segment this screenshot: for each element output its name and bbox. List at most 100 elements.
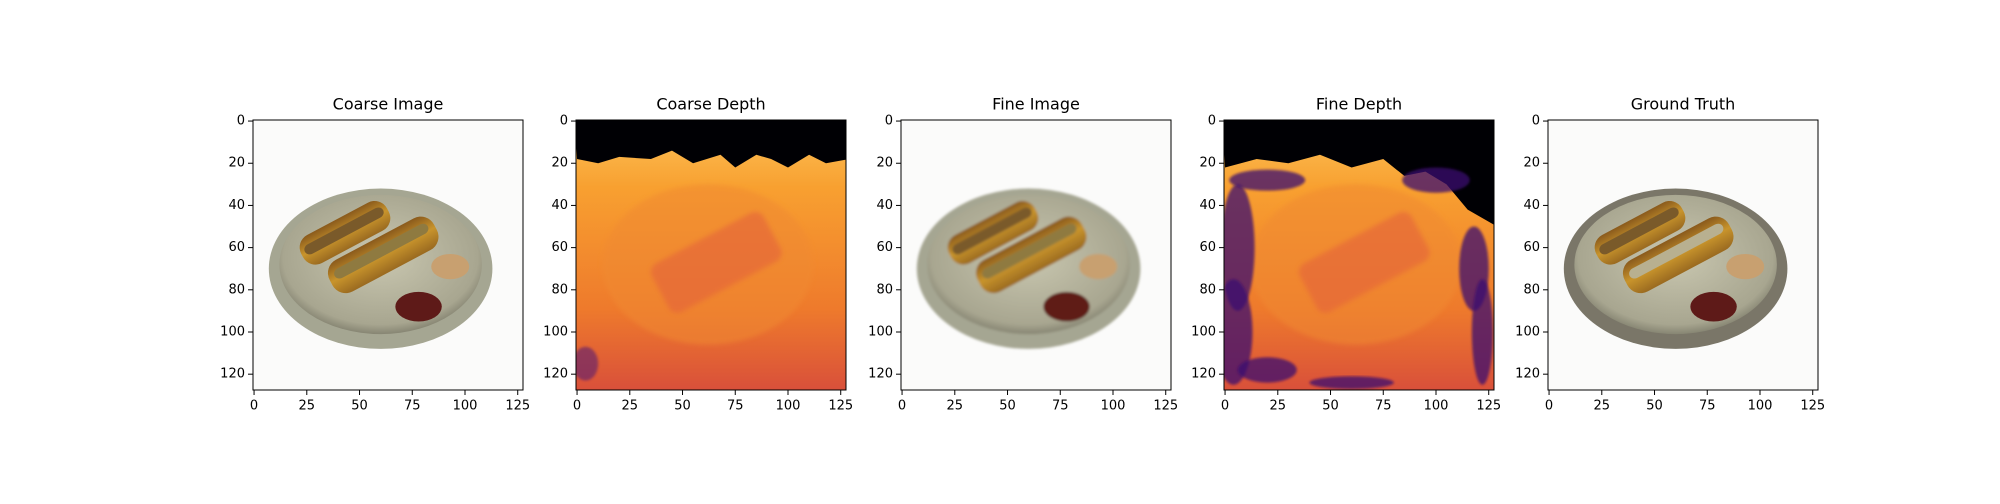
x-tick-label: 0 [1221,399,1229,414]
y-tick-label: 100 [220,324,245,339]
y-tick-label: 40 [876,198,893,213]
x-tick-label: 100 [1101,399,1126,414]
x-tick-label: 0 [573,399,581,414]
x-tick-label: 50 [1322,399,1339,414]
y-tick-label: 20 [1523,156,1540,171]
subplot: Fine Depth 0 25 50 75 100 125 0 20 40 60 80 100 120 [1191,95,1501,414]
y-tick-label: 80 [1199,282,1216,297]
depth-noise [1224,279,1253,385]
x-tick-label: 50 [674,399,691,414]
x-tick-label: 100 [1424,399,1449,414]
x-tick-label: 75 [1052,399,1069,414]
subplot-title: Fine Image [992,95,1080,114]
image [1548,120,1818,390]
axes-frame [1547,119,1819,391]
subplot-title: Ground Truth [1631,95,1736,114]
x-tick-label: 100 [1748,399,1773,414]
y-tick-label: 120 [868,367,893,382]
depth-noise [1309,376,1394,389]
x-tick-label: 125 [828,399,853,414]
y-tick-label: 100 [543,324,568,339]
x-tick-label: 25 [1594,399,1611,414]
x-tick-label: 50 [1646,399,1663,414]
y-tick-label: 120 [543,367,568,382]
sausage [334,223,429,279]
subplot: Fine Image 0 25 50 75 100 125 0 20 40 60 80 100 120 [868,95,1178,414]
y-tick-label: 0 [237,114,245,129]
x-tick-label: 25 [947,399,964,414]
ketchup [395,291,442,322]
x-tick-label: 125 [1153,399,1178,414]
axes-frame [252,119,524,391]
axes-frame [575,119,847,391]
depth-background [576,120,846,168]
y-tick-label: 0 [1208,114,1216,129]
x-tick-label: 125 [505,399,530,414]
y-tick-label: 0 [560,114,568,129]
sausage [1599,207,1679,255]
x-tick-label: 25 [1270,399,1287,414]
depth-food [651,211,782,313]
y-tick-label: 120 [1191,367,1216,382]
y-tick-label: 60 [1199,240,1216,255]
x-tick-label: 50 [351,399,368,414]
image [901,120,1171,390]
y-tick-label: 0 [885,114,893,129]
sausage [952,207,1032,255]
ketchup [1043,291,1090,322]
x-tick-label: 0 [1545,399,1553,414]
y-tick-label: 0 [1532,114,1540,129]
y-tick-label: 20 [876,156,893,171]
y-tick-label: 120 [220,367,245,382]
depth-noise [1237,357,1297,383]
x-tick-label: 75 [1699,399,1716,414]
y-tick-label: 40 [551,198,568,213]
image [253,120,523,390]
depth-food [1299,211,1430,313]
subplot-title: Coarse Image [333,95,444,114]
x-tick-label: 125 [1476,399,1501,414]
x-tick-label: 25 [622,399,639,414]
y-tick-label: 80 [551,282,568,297]
x-tick-label: 50 [999,399,1016,414]
depth-noise [1402,167,1470,193]
y-tick-label: 40 [228,198,245,213]
y-tick-label: 40 [1523,198,1540,213]
subplot: Coarse Depth 0 25 50 75 100 125 0 20 40 60 80 100 120 [543,95,853,414]
depth-noise [1229,169,1306,191]
axes-frame [1223,119,1495,391]
mustard [1726,253,1765,280]
scene [268,188,493,349]
y-tick-label: 60 [876,240,893,255]
y-tick-label: 120 [1515,367,1540,382]
axes-frame [900,119,1172,391]
x-tick-label: 100 [776,399,801,414]
y-tick-label: 60 [1523,240,1540,255]
mustard [1079,253,1118,280]
scene [1563,188,1788,349]
x-tick-label: 75 [727,399,744,414]
image [576,120,846,390]
y-tick-label: 80 [1523,282,1540,297]
y-tick-label: 100 [1191,324,1216,339]
x-tick-label: 75 [1375,399,1392,414]
depth-noise [1471,279,1493,385]
sausage [982,223,1077,279]
scene [916,188,1141,349]
x-tick-label: 0 [250,399,258,414]
subplot: Ground Truth 0 25 50 75 100 125 0 20 40 60 80 100 120 [1515,95,1825,414]
y-tick-label: 20 [228,156,245,171]
y-tick-label: 20 [551,156,568,171]
y-tick-label: 100 [1515,324,1540,339]
depth-noise [576,346,599,381]
x-tick-label: 100 [453,399,478,414]
y-tick-label: 80 [228,282,245,297]
subplot-title: Coarse Depth [656,95,765,114]
sausage [304,207,384,255]
y-tick-label: 20 [1199,156,1216,171]
ketchup [1690,291,1737,322]
x-tick-label: 75 [404,399,421,414]
x-tick-label: 125 [1800,399,1825,414]
x-tick-label: 25 [299,399,316,414]
